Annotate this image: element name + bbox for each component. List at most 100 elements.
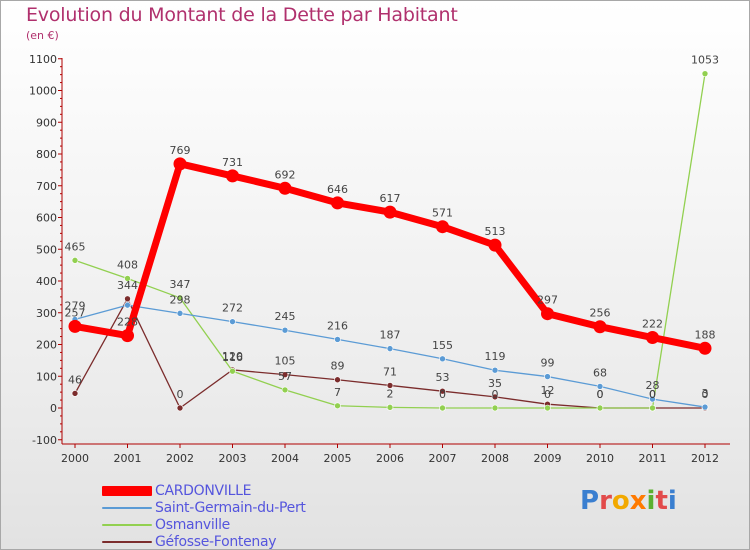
y-tick-label: 0: [50, 402, 57, 415]
data-point: [383, 205, 397, 219]
data-point: [491, 366, 499, 374]
data-label: 35: [488, 377, 502, 390]
data-point: [124, 275, 131, 282]
logo-letter: t: [655, 486, 668, 516]
data-label: 3: [702, 387, 709, 400]
data-label: 646: [327, 183, 348, 196]
data-label: 120: [222, 350, 243, 363]
y-tick-label: 500: [36, 243, 57, 256]
data-label: 692: [275, 168, 296, 181]
data-label: 731: [222, 156, 243, 169]
unit-label: (en €): [26, 29, 59, 42]
data-label: 245: [275, 310, 296, 323]
data-label: 7: [334, 386, 341, 399]
data-point: [649, 395, 656, 403]
y-tick-label: 200: [36, 339, 57, 352]
y-tick-label: 100: [36, 370, 57, 383]
x-tick-label: 2012: [691, 452, 719, 465]
x-tick-label: 2007: [429, 452, 457, 465]
data-point: [124, 301, 131, 309]
data-label: 0: [597, 388, 604, 401]
x-tick-label: 2010: [586, 452, 614, 465]
data-point: [544, 404, 551, 412]
data-label: 0: [544, 388, 551, 401]
data-point: [173, 157, 187, 171]
data-point: [488, 238, 502, 252]
x-tick-label: 2003: [219, 452, 247, 465]
series-line-2: [74, 73, 706, 409]
data-point: [439, 404, 446, 412]
legend-label: Saint-Germain-du-Pert: [155, 499, 306, 516]
data-label: 28: [646, 379, 660, 392]
data-point: [71, 257, 79, 264]
data-label: 89: [331, 360, 345, 373]
data-point: [701, 403, 709, 411]
data-point: [596, 383, 604, 390]
legend-label: Osmanville: [155, 516, 230, 533]
y-tick-label: 900: [36, 116, 57, 129]
data-point: [281, 326, 289, 334]
legend-item: CARDONVILLE: [102, 482, 306, 499]
data-label: 0: [702, 388, 709, 401]
data-label: 0: [492, 388, 499, 401]
data-label: 71: [383, 365, 397, 378]
data-point: [71, 390, 79, 397]
data-point: [68, 319, 82, 333]
data-label: 347: [170, 278, 191, 291]
data-label: 272: [222, 302, 243, 315]
data-point: [226, 169, 239, 183]
data-point: [491, 393, 499, 401]
data-point: [386, 345, 394, 352]
data-point: [386, 404, 394, 411]
y-tick-label: -100: [32, 434, 57, 447]
data-label: 571: [432, 207, 453, 220]
legend-swatch: [102, 540, 152, 543]
x-tick-label: 2000: [61, 452, 89, 465]
legend-swatch: [102, 506, 152, 509]
logo-letter: o: [611, 486, 630, 516]
data-label: 116: [222, 351, 243, 364]
logo-letter: r: [599, 486, 612, 516]
data-point: [701, 70, 709, 77]
data-point: [281, 386, 289, 394]
data-point: [544, 373, 551, 380]
y-tick-label: 700: [36, 180, 57, 193]
chart-title: Evolution du Montant de la Dette par Hab…: [26, 4, 458, 26]
x-tick-label: 2009: [534, 452, 562, 465]
data-label: 53: [436, 371, 450, 384]
y-tick-label: 600: [36, 212, 57, 225]
legend-label: Géfosse-Fontenay: [155, 533, 277, 550]
data-point: [649, 404, 656, 412]
y-tick-label: 1100: [29, 53, 57, 66]
data-point: [436, 220, 449, 234]
data-point: [278, 181, 292, 195]
y-tick-label: 800: [36, 148, 57, 161]
data-point: [121, 329, 134, 343]
data-point: [541, 307, 554, 321]
y-tick-label: 1000: [29, 85, 57, 98]
legend-swatch: [102, 485, 152, 496]
legend-item: Géfosse-Fontenay: [102, 533, 306, 550]
data-label: 0: [649, 388, 656, 401]
data-label: 1053: [691, 54, 719, 67]
data-label: 216: [327, 319, 348, 332]
data-label: 99: [541, 357, 555, 370]
data-point: [331, 196, 344, 210]
logo-letter: x: [629, 486, 647, 516]
data-label: 57: [278, 370, 292, 383]
data-point: [646, 331, 659, 345]
data-label: 119: [485, 350, 506, 363]
data-label: 68: [593, 366, 607, 379]
data-point: [334, 402, 341, 410]
y-tick-label: 400: [36, 275, 57, 288]
x-tick-label: 2005: [324, 452, 352, 465]
data-label: 12: [541, 384, 555, 397]
data-label: 222: [642, 318, 663, 331]
data-label: 344: [117, 279, 138, 292]
data-label: 0: [177, 388, 184, 401]
x-tick-label: 2001: [114, 452, 142, 465]
data-point: [334, 376, 341, 384]
data-label: 256: [590, 307, 611, 320]
data-label: 513: [485, 225, 506, 238]
